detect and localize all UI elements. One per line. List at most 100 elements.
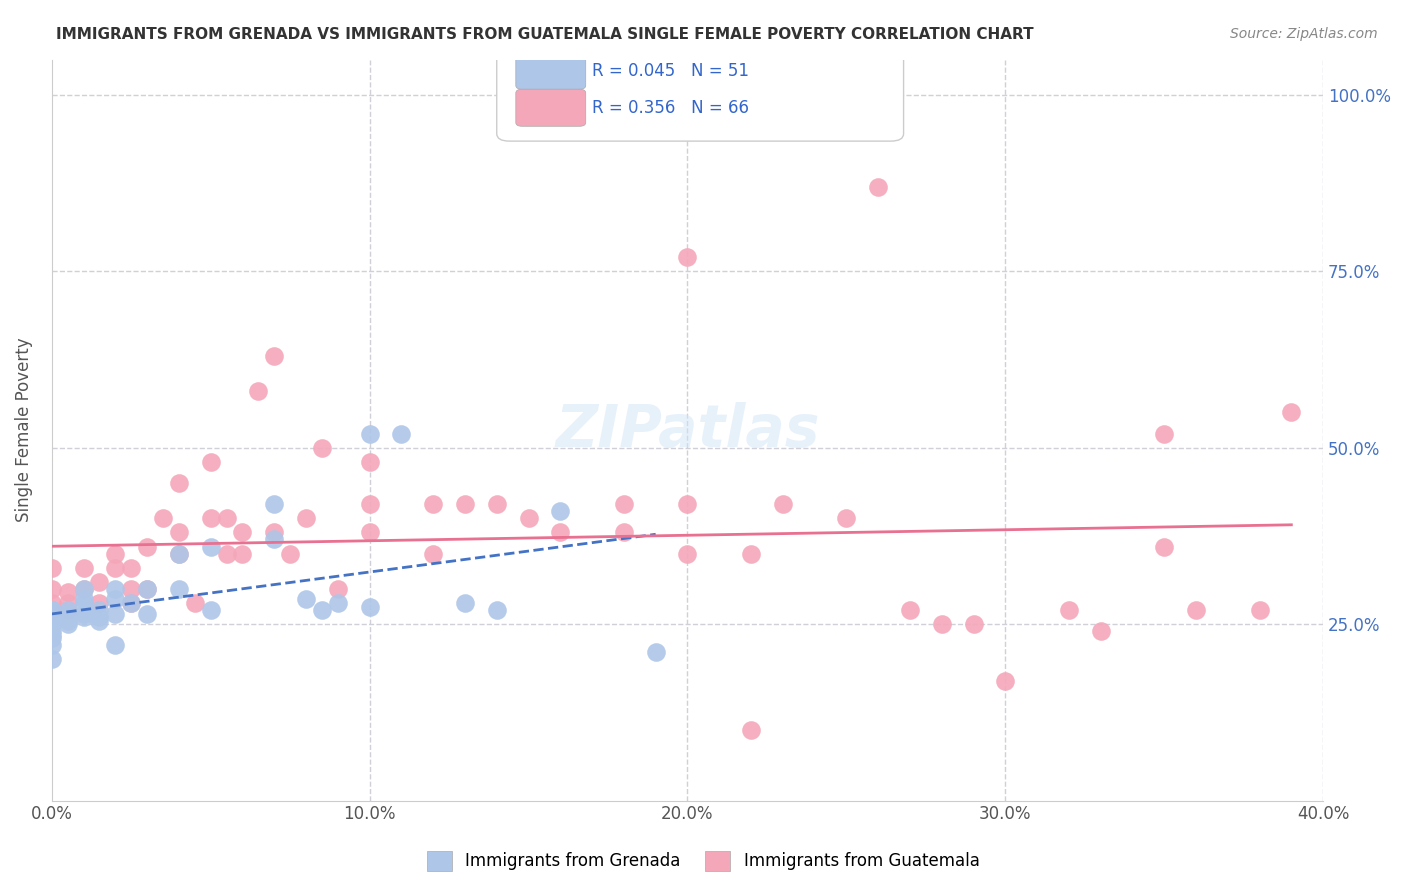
Point: [295, 511, 318, 525]
Point: [72, 582, 94, 596]
Point: [104, 560, 127, 574]
Point: [215, 511, 238, 525]
Point: [359, 455, 381, 469]
Point: [550, 525, 572, 540]
Point: [41, 638, 63, 652]
Point: [215, 547, 238, 561]
Point: [104, 582, 127, 596]
Point: [167, 582, 190, 596]
Point: [931, 617, 953, 632]
Point: [1279, 405, 1302, 419]
Point: [311, 603, 333, 617]
Point: [120, 596, 142, 610]
Point: [89, 574, 111, 589]
Point: [326, 582, 349, 596]
Point: [120, 596, 142, 610]
Point: [56, 603, 79, 617]
Point: [167, 547, 190, 561]
Point: [517, 511, 540, 525]
Point: [359, 525, 381, 540]
Point: [613, 497, 636, 511]
Text: IMMIGRANTS FROM GRENADA VS IMMIGRANTS FROM GUATEMALA SINGLE FEMALE POVERTY CORRE: IMMIGRANTS FROM GRENADA VS IMMIGRANTS FR…: [56, 27, 1033, 42]
Point: [389, 426, 412, 441]
Point: [263, 533, 285, 547]
Point: [41, 632, 63, 646]
Point: [485, 497, 508, 511]
Point: [676, 497, 699, 511]
Point: [167, 476, 190, 491]
Point: [1057, 603, 1080, 617]
Point: [359, 426, 381, 441]
Point: [613, 525, 636, 540]
Point: [41, 628, 63, 642]
Point: [295, 592, 318, 607]
Text: R = 0.356   N = 66: R = 0.356 N = 66: [592, 99, 749, 117]
Point: [41, 607, 63, 621]
Point: [454, 596, 477, 610]
Point: [167, 525, 190, 540]
Point: [278, 547, 301, 561]
Point: [740, 547, 762, 561]
Point: [56, 610, 79, 624]
Point: [89, 603, 111, 617]
FancyBboxPatch shape: [516, 89, 586, 127]
Point: [200, 455, 222, 469]
Point: [72, 610, 94, 624]
Point: [56, 603, 79, 617]
Point: [422, 547, 444, 561]
Point: [1153, 540, 1175, 554]
Text: ZIPatlas: ZIPatlas: [555, 401, 820, 458]
Point: [104, 638, 127, 652]
Point: [104, 607, 127, 621]
Point: [41, 582, 63, 596]
Point: [41, 652, 63, 666]
Point: [359, 599, 381, 614]
Point: [1090, 624, 1112, 639]
Point: [72, 592, 94, 607]
Point: [56, 585, 79, 599]
Point: [152, 511, 174, 525]
Point: [326, 596, 349, 610]
Point: [263, 349, 285, 363]
Point: [263, 497, 285, 511]
Point: [72, 596, 94, 610]
Point: [868, 179, 890, 194]
Point: [184, 596, 207, 610]
Point: [72, 560, 94, 574]
Point: [247, 384, 270, 399]
Point: [136, 607, 159, 621]
Point: [485, 603, 508, 617]
Point: [120, 582, 142, 596]
Point: [41, 603, 63, 617]
Point: [41, 560, 63, 574]
Point: [104, 547, 127, 561]
Point: [167, 547, 190, 561]
Point: [136, 582, 159, 596]
Point: [772, 497, 794, 511]
Point: [676, 547, 699, 561]
Point: [962, 617, 984, 632]
Point: [56, 614, 79, 628]
Point: [120, 560, 142, 574]
Point: [231, 547, 253, 561]
Point: [41, 603, 63, 617]
Point: [994, 673, 1017, 688]
Point: [41, 617, 63, 632]
Point: [136, 582, 159, 596]
Point: [89, 610, 111, 624]
Point: [104, 592, 127, 607]
Point: [41, 603, 63, 617]
Y-axis label: Single Female Poverty: Single Female Poverty: [15, 338, 32, 523]
FancyBboxPatch shape: [496, 37, 904, 141]
Point: [200, 511, 222, 525]
Point: [72, 607, 94, 621]
Text: Source: ZipAtlas.com: Source: ZipAtlas.com: [1230, 27, 1378, 41]
Point: [41, 603, 63, 617]
Point: [898, 603, 921, 617]
Point: [41, 603, 63, 617]
Point: [41, 603, 63, 617]
Point: [740, 723, 762, 737]
Point: [1185, 603, 1208, 617]
Point: [1153, 426, 1175, 441]
FancyBboxPatch shape: [516, 53, 586, 89]
